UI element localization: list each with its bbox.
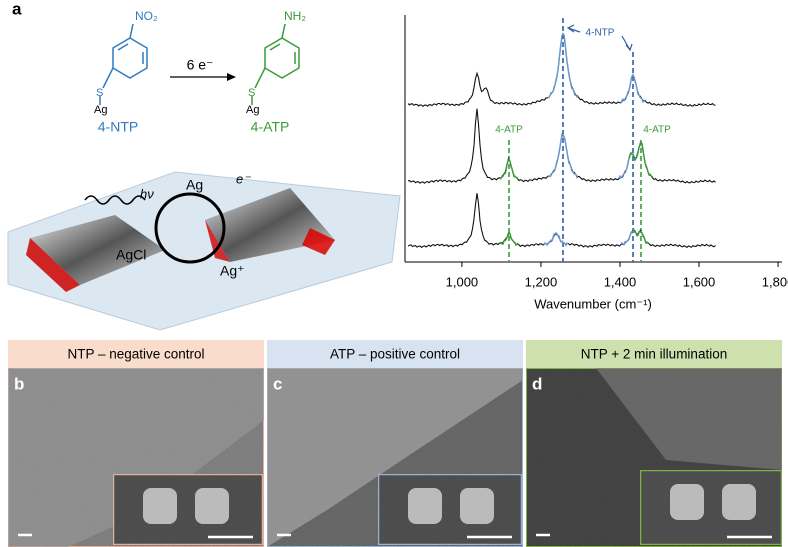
surface-region: [596, 368, 782, 470]
molecule-ntp: [99, 23, 148, 105]
crystal-edge: [302, 228, 335, 255]
panel-header-text: NTP + 2 min illumination: [581, 347, 727, 362]
peak-highlight: [543, 231, 569, 247]
spectrum-trace: [407, 108, 716, 184]
panel-label: d: [532, 374, 542, 393]
cycle-label: AgCl: [116, 247, 146, 263]
crystal-edge: [205, 220, 230, 262]
particle: [408, 488, 442, 524]
panel-label: a: [12, 0, 22, 18]
peak-highlight: [620, 73, 646, 104]
peak-highlight: [547, 32, 579, 99]
group-label: NO₂: [135, 9, 158, 23]
molecule-atp: [251, 23, 300, 105]
metal-label: Ag: [246, 104, 259, 116]
arrow-label: 6 e⁻: [187, 57, 214, 73]
peak-highlight: [547, 133, 579, 179]
compound-name: 4-ATP: [251, 119, 290, 135]
inset: [638, 468, 784, 547]
group-label: NH₂: [284, 9, 306, 23]
arrow-head: [227, 73, 236, 81]
cycle-label: Ag⁺: [220, 263, 245, 279]
thiol-label: S: [96, 87, 103, 99]
annotation: 4-ATP: [495, 125, 523, 136]
annotation: 4-ATP: [643, 125, 671, 136]
metal-label: Ag: [94, 104, 107, 116]
spectrum: 4-NTP 4-ATP 4-ATP Wavenumber (cm⁻¹) 1,00…: [404, 15, 788, 311]
x-tick-label: 1,600: [683, 274, 716, 289]
annotation: 4-NTP: [586, 28, 615, 39]
surface-region: [267, 368, 523, 547]
x-tick-label: 1,000: [446, 274, 479, 289]
spectrum-trace: [407, 33, 716, 107]
light-wave: [84, 195, 146, 205]
panel-label: c: [273, 374, 282, 393]
agcl-crystal: [205, 188, 335, 262]
panel-header: [8, 340, 264, 368]
spectrum-trace: [407, 193, 716, 249]
x-tick-label: 1,400: [604, 274, 637, 289]
x-tick-label: 1,200: [525, 274, 558, 289]
compound-name: 4-NTP: [98, 119, 138, 135]
particle: [195, 488, 229, 524]
cycle: [154, 192, 226, 264]
panel-header-text: NTP – negative control: [67, 347, 204, 362]
inset: [111, 472, 265, 547]
peak-highlight: [499, 230, 519, 246]
panel-header-text: ATP – positive control: [330, 347, 460, 362]
annotation-arrow: [566, 24, 633, 52]
surface-region: [8, 368, 264, 547]
cycle-label: hν: [140, 186, 154, 201]
peak-highlight: [631, 229, 651, 245]
peak-highlight: [628, 141, 654, 178]
peak-highlight: [499, 157, 519, 180]
cycle-label: e⁻: [236, 171, 251, 186]
inset: [376, 472, 524, 547]
particle: [143, 488, 177, 524]
micrograph-panels: NTP – negative control b ATP – positive co…: [7, 340, 784, 547]
agcl-crystal: [30, 215, 165, 285]
panel-header: [267, 340, 523, 368]
thiol-label: S: [248, 87, 255, 99]
particle: [670, 484, 704, 520]
panel-label: b: [14, 374, 24, 393]
peak-markers: [508, 18, 642, 262]
particle: [722, 484, 756, 520]
panel-header: [526, 340, 782, 368]
x-axis-label: Wavenumber (cm⁻¹): [534, 296, 652, 311]
x-tick-label: 1,800: [762, 274, 788, 289]
crystal-edge: [26, 238, 80, 292]
cycle-label: Ag: [186, 177, 203, 193]
particle: [460, 488, 494, 524]
